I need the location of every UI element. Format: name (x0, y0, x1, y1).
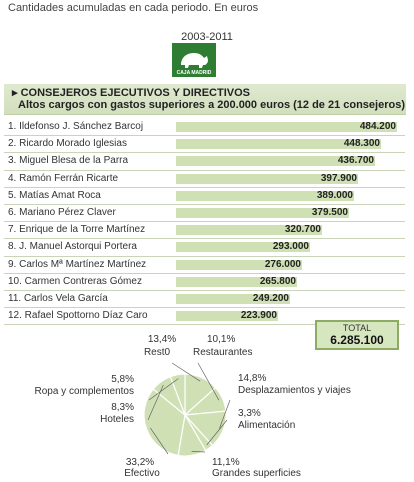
row-divider (4, 204, 405, 205)
pie-category-label: Rest0 (144, 347, 171, 358)
pie-percent-label: 3,3% (238, 408, 261, 419)
pie-leader-line (191, 451, 206, 453)
row-divider (4, 186, 405, 188)
bar-label: 5. Matías Amat Roca (8, 189, 101, 201)
period-label: 2003-2011 (181, 31, 233, 43)
chart-subtitle: Cantidades acumuladas en cada periodo. E… (8, 2, 259, 14)
pie-chart: 13,4% Rest0 10,1% Restaurantes 14,8%Desplaza… (35, 334, 351, 479)
pie-percent-label: 8,3% (111, 402, 134, 413)
bar (176, 208, 349, 218)
logo-text: CAJA MADRID (177, 70, 212, 76)
bar-label: 9. Carlos Mª Martínez Martínez (8, 258, 147, 270)
bar (176, 225, 322, 236)
pie-leader-line (171, 362, 201, 382)
row-divider (4, 238, 405, 240)
total-label: TOTAL (342, 323, 372, 333)
bar-value-label: 436.700 (337, 155, 374, 167)
bar (176, 294, 290, 304)
pie-category-label: Hoteles (100, 414, 134, 425)
bar-value-label: 484.200 (359, 121, 396, 132)
bar-value-label: 265.800 (259, 275, 296, 287)
row-divider (4, 152, 405, 154)
pie-percent-label: 5,8% (111, 374, 134, 385)
bar (176, 259, 302, 270)
pie-category-label: Desplazamientos y viajes (238, 385, 351, 396)
total-box: TOTAL 6.285.100 (315, 320, 399, 350)
row-divider (4, 221, 405, 223)
pie-percent-label: 13,4% (148, 334, 176, 345)
row-divider (4, 324, 405, 326)
bar-label: 3. Miguel Blesa de la Parra (8, 155, 129, 167)
bar-label: 7. Enrique de la Torre Martínez (8, 224, 146, 236)
pie-percent-label: 10,1% (207, 334, 235, 345)
row-divider (4, 307, 405, 309)
bar (176, 156, 375, 167)
bar-value-label: 389.000 (316, 189, 353, 201)
bar (176, 276, 297, 287)
bar-value-label: 448.300 (343, 138, 380, 150)
bar-value-label: 320.700 (284, 224, 321, 236)
triangle-icon: ▸ (12, 87, 21, 99)
bar-value-label: 379.500 (311, 207, 348, 218)
pie-leader-line (148, 378, 179, 401)
pie-percent-label: 33,2% (126, 457, 154, 468)
pie-percent-label: 14,8% (238, 373, 266, 384)
pie-category-label: Ropa y complementos (35, 386, 135, 397)
bar (176, 173, 358, 184)
row-divider (4, 272, 405, 274)
row-divider (4, 135, 405, 137)
bar-value-label: 223.900 (240, 310, 277, 322)
bar-label: 11. Carlos Vela García (8, 293, 108, 304)
section-subtitle: Altos cargos con gastos superiores a 200… (18, 99, 405, 111)
pie-category-label: Restaurantes (193, 347, 252, 358)
pie-category-label: Alimentación (238, 420, 295, 431)
row-divider (4, 290, 405, 291)
section-title-text: CONSEJEROS EJECUTIVOS Y DIRECTIVOS (20, 87, 251, 99)
bar-label: 12. Rafael Spottorno Díaz Caro (8, 310, 148, 322)
bar-value-label: 276.000 (264, 258, 301, 270)
bar-value-label: 293.000 (272, 241, 309, 253)
pie-leader-line (219, 399, 231, 429)
section-header: ▸ CONSEJEROS EJECUTIVOS Y DIRECTIVOS Alt… (4, 84, 406, 115)
bar (176, 139, 381, 150)
bar-label: 8. J. Manuel Astorqui Portera (8, 241, 137, 253)
bar-label: 6. Mariano Pérez Claver (8, 207, 116, 218)
pie-percent-label: 11,1% (212, 457, 240, 468)
bar-label: 2. Ricardo Morado Iglesias (8, 138, 127, 150)
bar-value-label: 397.900 (320, 172, 357, 184)
bar (176, 122, 397, 132)
pie-leader-line (150, 427, 169, 455)
bar-label: 4. Ramón Ferrán Ricarte (8, 172, 119, 184)
pie-leader-line (147, 384, 164, 421)
bar (176, 190, 354, 201)
bar (176, 242, 310, 253)
row-divider (4, 169, 405, 171)
bar-label: 10. Carmen Contreras Gómez (8, 275, 142, 287)
bar-value-label: 249.200 (252, 293, 289, 304)
section-title: ▸ CONSEJEROS EJECUTIVOS Y DIRECTIVOS (12, 86, 250, 99)
total-value: 6.285.100 (330, 333, 384, 347)
pie-category-label: Grandes superficies (212, 468, 301, 479)
pie-slice (169, 373, 186, 416)
caja-madrid-logo: CAJA MADRID (172, 43, 216, 77)
pie-category-label: Efectivo (124, 468, 160, 479)
row-divider (4, 255, 405, 257)
pie-leader-line (197, 362, 220, 401)
pie-leader-line (206, 419, 228, 446)
bar (176, 311, 278, 322)
bar-label: 1. Ildefonso J. Sánchez Barcoj (8, 121, 144, 132)
